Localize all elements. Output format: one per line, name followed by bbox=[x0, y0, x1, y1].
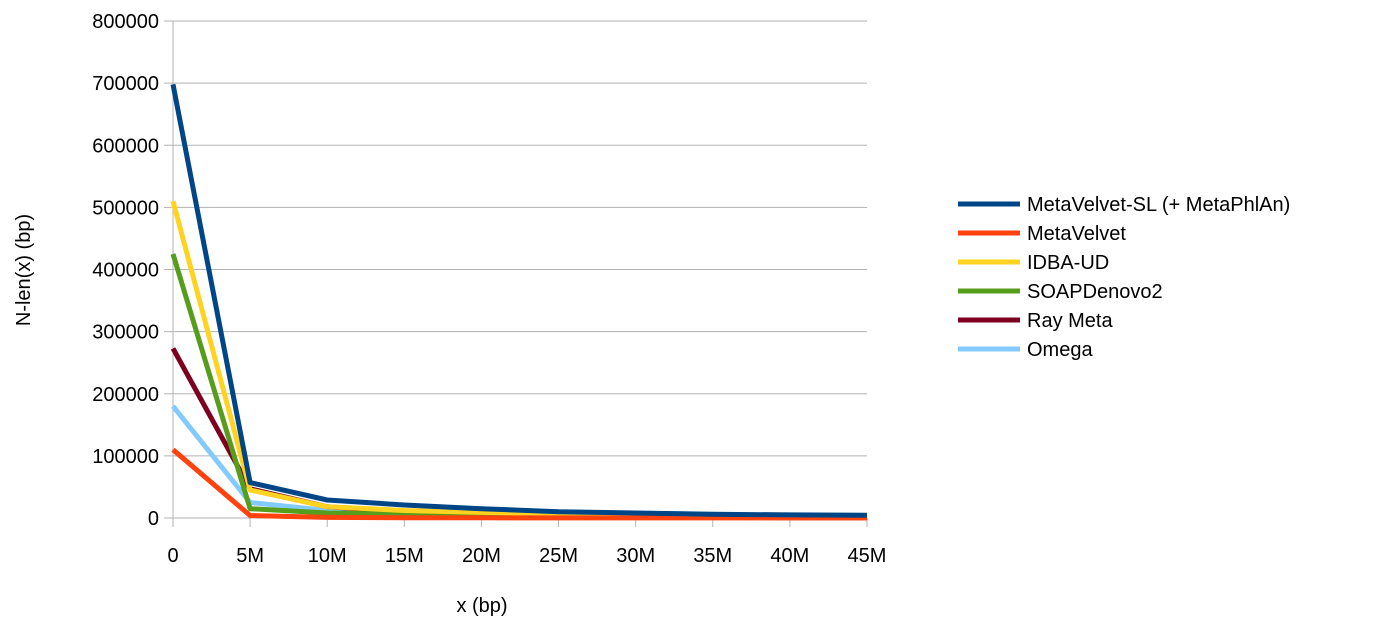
legend-item: IDBA-UD bbox=[958, 252, 1109, 274]
x-tick-label: 40M bbox=[770, 545, 809, 567]
series-line-6 bbox=[171, 404, 868, 520]
legend-item: MetaVelvet bbox=[958, 223, 1126, 245]
x-tick-label: 0 bbox=[167, 545, 178, 567]
legend-label: MetaVelvet-SL (+ MetaPhlAn) bbox=[1027, 194, 1290, 216]
x-tick-label: 20M bbox=[462, 545, 501, 567]
legend-item: Ray Meta bbox=[958, 310, 1113, 332]
x-tick-label: 45M bbox=[848, 545, 887, 567]
y-axis-title: N-len(x) (bp) bbox=[13, 214, 35, 326]
series-line-2 bbox=[171, 447, 867, 521]
y-tick-label: 100000 bbox=[92, 446, 159, 468]
y-tick-label: 200000 bbox=[92, 384, 159, 406]
series-lines bbox=[170, 83, 868, 521]
y-tick-label: 400000 bbox=[92, 260, 159, 282]
series-line-4 bbox=[170, 253, 867, 519]
y-tick-label: 700000 bbox=[92, 73, 159, 95]
legend: MetaVelvet-SL (+ MetaPhlAn) MetaVelvet IDB… bbox=[958, 194, 1290, 361]
legend-label: MetaVelvet bbox=[1027, 223, 1126, 245]
legend-item: MetaVelvet-SL (+ MetaPhlAn) bbox=[958, 194, 1290, 216]
x-tick-label: 15M bbox=[385, 545, 424, 567]
y-axis-ticks: 0 100000 200000 300000 400000 500000 600000 700… bbox=[92, 11, 173, 530]
y-tick-label: 800000 bbox=[92, 11, 159, 33]
x-tick-label: 35M bbox=[693, 545, 732, 567]
x-axis-ticks: 0 5M 10M 15M 20M 25M 30M 35M 40M 45M bbox=[167, 518, 886, 567]
series-line-5 bbox=[170, 347, 868, 521]
y-tick-label: 300000 bbox=[92, 322, 159, 344]
x-tick-label: 10M bbox=[308, 545, 347, 567]
y-tick-label: 0 bbox=[148, 508, 159, 530]
x-tick-label: 5M bbox=[236, 545, 264, 567]
series-line-1 bbox=[170, 83, 868, 518]
legend-label: SOAPDenovo2 bbox=[1027, 281, 1163, 303]
y-tick-label: 600000 bbox=[92, 135, 159, 157]
y-tick-label: 500000 bbox=[92, 197, 159, 219]
x-tick-label: 30M bbox=[616, 545, 655, 567]
series-line-3 bbox=[170, 200, 868, 518]
legend-label: IDBA-UD bbox=[1027, 252, 1109, 274]
gridlines bbox=[173, 20, 867, 519]
legend-label: Ray Meta bbox=[1027, 310, 1113, 332]
legend-label: Omega bbox=[1027, 339, 1093, 361]
legend-item: Omega bbox=[958, 339, 1093, 361]
legend-item: SOAPDenovo2 bbox=[958, 281, 1163, 303]
x-axis-title: x (bp) bbox=[456, 595, 507, 617]
x-tick-label: 25M bbox=[539, 545, 578, 567]
